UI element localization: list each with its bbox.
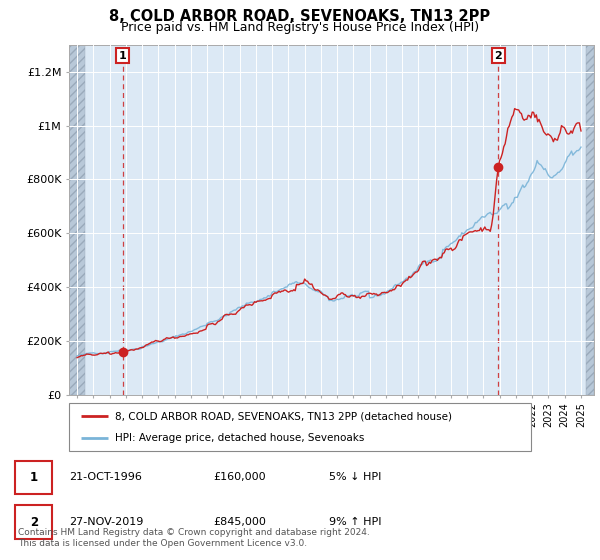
Text: £160,000: £160,000 [214, 473, 266, 482]
Text: HPI: Average price, detached house, Sevenoaks: HPI: Average price, detached house, Seve… [115, 433, 365, 443]
Bar [586, 45, 594, 395]
Bar [15, 505, 52, 539]
Text: 9% ↑ HPI: 9% ↑ HPI [329, 517, 382, 527]
Text: 21-OCT-1996: 21-OCT-1996 [70, 473, 142, 482]
Text: 27-NOV-2019: 27-NOV-2019 [70, 517, 144, 527]
Text: 1: 1 [30, 471, 38, 484]
Text: Price paid vs. HM Land Registry's House Price Index (HPI): Price paid vs. HM Land Registry's House … [121, 21, 479, 34]
Text: £845,000: £845,000 [214, 517, 266, 527]
Text: 8, COLD ARBOR ROAD, SEVENOAKS, TN13 2PP (detached house): 8, COLD ARBOR ROAD, SEVENOAKS, TN13 2PP … [115, 411, 452, 421]
Text: 5% ↓ HPI: 5% ↓ HPI [329, 473, 381, 482]
Text: 1: 1 [119, 50, 127, 60]
Text: 8, COLD ARBOR ROAD, SEVENOAKS, TN13 2PP: 8, COLD ARBOR ROAD, SEVENOAKS, TN13 2PP [109, 9, 491, 24]
Bar [69, 45, 85, 395]
Bar [15, 460, 52, 494]
Text: 2: 2 [494, 50, 502, 60]
Text: Contains HM Land Registry data © Crown copyright and database right 2024.
This d: Contains HM Land Registry data © Crown c… [18, 528, 370, 548]
Text: 2: 2 [30, 516, 38, 529]
